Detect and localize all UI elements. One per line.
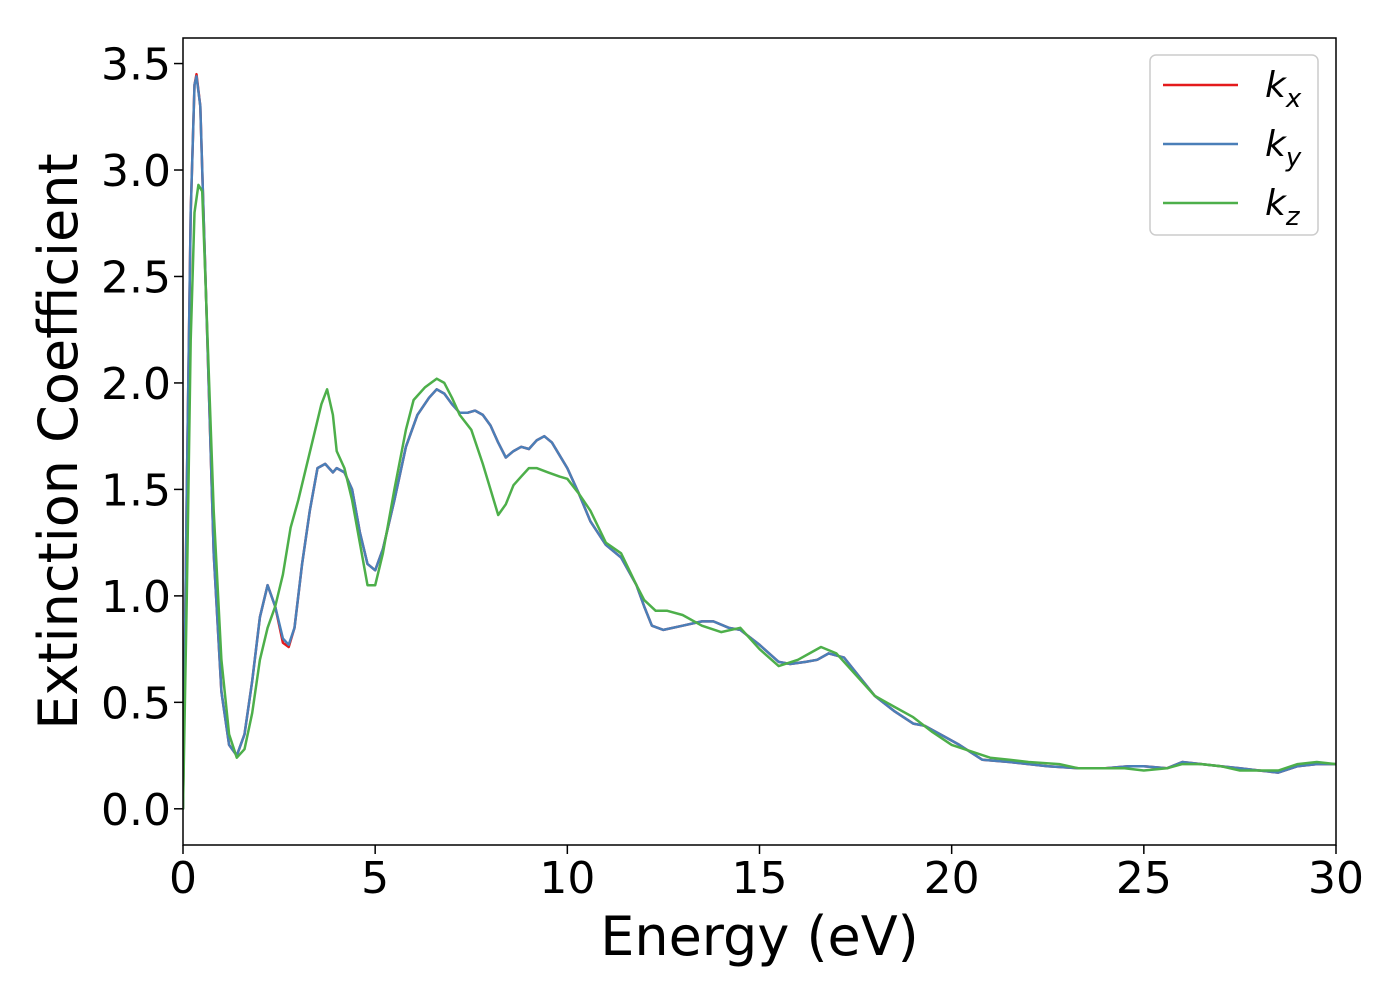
legend-item-k-x: kx [1163, 65, 1302, 114]
legend-label-main: k [1265, 65, 1288, 106]
y-tick-label: 0.0 [101, 785, 171, 836]
legend-label: kx [1265, 65, 1302, 114]
series-layer [183, 72, 1336, 811]
x-tick-label: 5 [361, 853, 389, 904]
x-tick-label: 20 [924, 853, 980, 904]
legend-label-subscript: x [1285, 84, 1302, 114]
y-tick-label: 2.0 [101, 359, 171, 410]
y-tick-label: 1.0 [101, 572, 171, 623]
legend-item-k-y: ky [1163, 124, 1302, 173]
legend-label-subscript: y [1285, 143, 1302, 173]
legend-label: kz [1265, 183, 1301, 232]
legend-item-k-z: kz [1163, 183, 1301, 232]
series-line-k-y [183, 75, 1336, 811]
x-axis: 0 5 10 15 20 25 30 [169, 845, 1364, 904]
x-tick-label: 0 [169, 853, 197, 904]
x-tick-label: 30 [1308, 853, 1364, 904]
x-tick-label: 10 [539, 853, 595, 904]
y-axis: 0.0 0.5 1.0 1.5 2.0 2.5 3.0 3.5 [101, 40, 183, 836]
x-tick-label: 15 [732, 853, 788, 904]
y-tick-label: 3.0 [101, 146, 171, 197]
legend-label: ky [1265, 124, 1302, 173]
legend-label-subscript: z [1285, 202, 1301, 232]
legend-label-main: k [1265, 183, 1288, 224]
x-tick-label: 25 [1116, 853, 1172, 904]
legend-label-main: k [1265, 124, 1288, 165]
x-axis-title: Energy (eV) [600, 905, 919, 968]
y-axis-title: Extinction Coefficient [27, 153, 90, 729]
y-tick-label: 2.5 [101, 252, 171, 303]
y-tick-label: 3.5 [101, 40, 171, 91]
series-line-k-z [183, 183, 1336, 811]
y-tick-label: 1.5 [101, 465, 171, 516]
y-tick-label: 0.5 [101, 678, 171, 729]
